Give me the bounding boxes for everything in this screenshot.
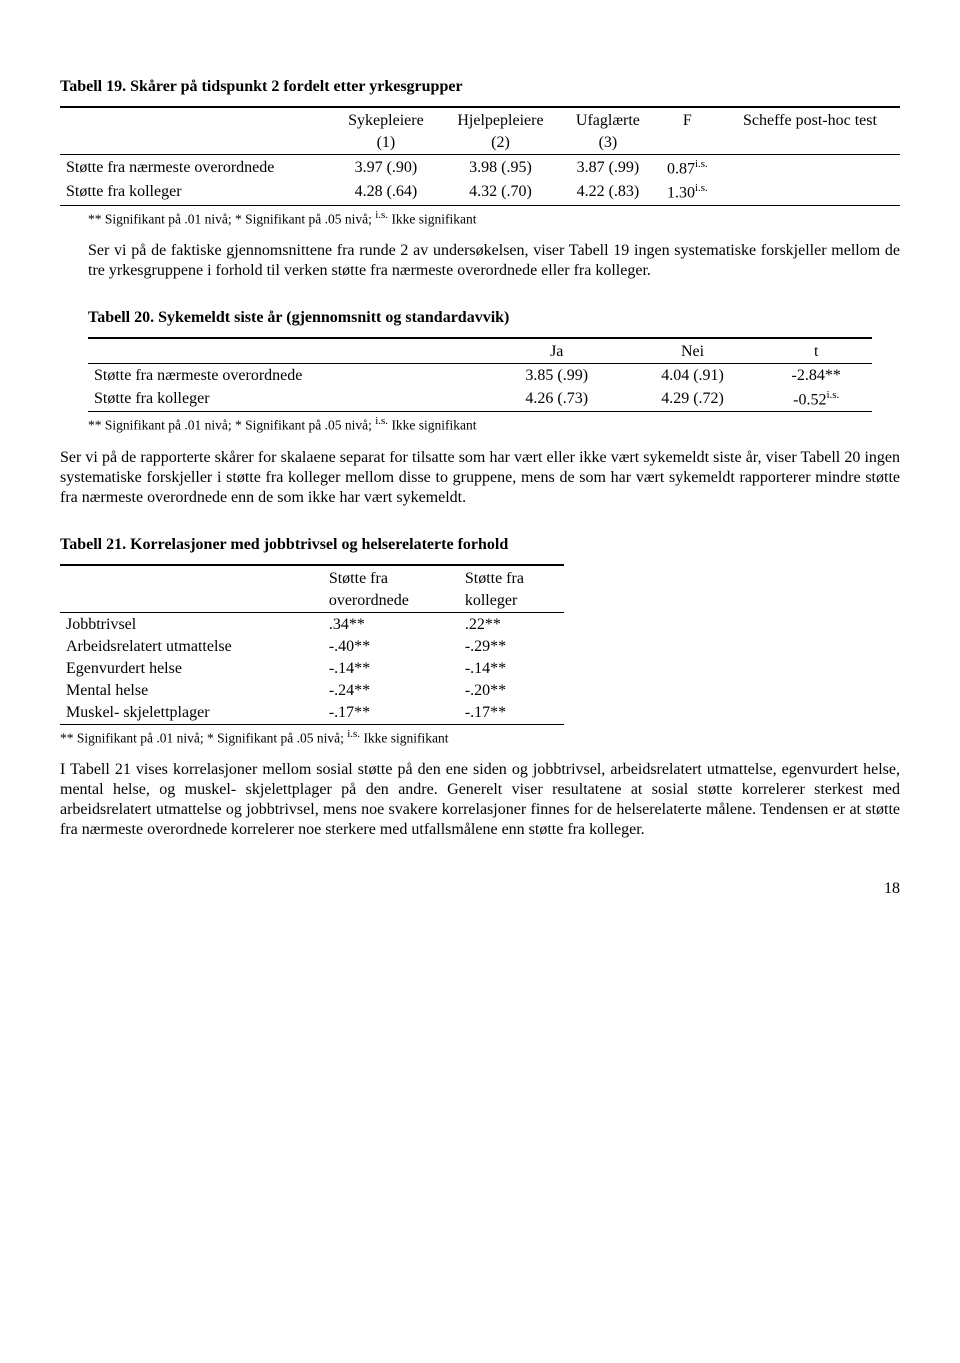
t21-r4-v1: -.17**: [323, 702, 459, 725]
t20-r0-label: Støtte fra nærmeste overordnede: [88, 365, 489, 387]
table19-row: Støtte fra nærmeste overordnede 3.97 (.9…: [60, 156, 900, 180]
table20-header: Ja Nei t: [88, 341, 872, 364]
table21-row: Muskel- skjelettplager -.17** -.17**: [60, 702, 564, 725]
table20-footnote: ** Signifikant på .01 nivå; * Signifikan…: [60, 415, 900, 434]
t19-h-c1: Sykepleiere: [332, 110, 440, 132]
t19-h-c2n: (2): [440, 132, 561, 155]
t19-h-c4: F: [655, 110, 720, 132]
t19-h-c5: Scheffe post-hoc test: [720, 110, 900, 132]
t19-r1-v2: 4.32 (.70): [440, 180, 561, 205]
t21-r2-v1: -.14**: [323, 658, 459, 680]
table19-footnote: ** Signifikant på .01 nivå; * Signifikan…: [60, 209, 900, 228]
t19-r1-label: Støtte fra kolleger: [60, 180, 332, 205]
t21-r3-v1: -.24**: [323, 680, 459, 702]
table19-title: Tabell 19. Skårer på tidspunkt 2 fordelt…: [60, 78, 900, 96]
t19-h-c3: Ufaglærte: [561, 110, 655, 132]
t21-r2-label: Egenvurdert helse: [60, 658, 323, 680]
t21-r0-label: Jobbtrivsel: [60, 614, 323, 636]
t20-r0-v1: 3.85 (.99): [489, 365, 625, 387]
t20-r0-v3: -2.84**: [760, 365, 872, 387]
t20-r0-v2: 4.04 (.91): [625, 365, 761, 387]
t19-h-c1n: (1): [332, 132, 440, 155]
t21-r0-v1: .34**: [323, 614, 459, 636]
table21-row: Egenvurdert helse -.14** -.14**: [60, 658, 564, 680]
t21-h-c1a: Støtte fra: [323, 568, 459, 590]
t19-r1-f: 1.30i.s.: [655, 180, 720, 205]
table21: Støtte fra Støtte fra overordnede kolleg…: [60, 564, 564, 726]
t19-r0-f: 0.87i.s.: [655, 156, 720, 180]
table19-header-row1: Sykepleiere Hjelpepleiere Ufaglærte F Sc…: [60, 110, 900, 132]
table21-title: Tabell 21. Korrelasjoner med jobbtrivsel…: [60, 536, 900, 554]
t21-r4-label: Muskel- skjelettplager: [60, 702, 323, 725]
t19-h-c3n: (3): [561, 132, 655, 155]
table19-header-row2: (1) (2) (3): [60, 132, 900, 155]
table21-row: Mental helse -.24** -.20**: [60, 680, 564, 702]
paragraph-1: Ser vi på de faktiske gjennomsnittene fr…: [60, 241, 900, 281]
table20-title: Tabell 20. Sykemeldt siste år (gjennomsn…: [60, 309, 900, 327]
t20-r1-v2: 4.29 (.72): [625, 387, 761, 412]
table21-header-row2: overordnede kolleger: [60, 590, 564, 613]
t19-r0-v1: 3.97 (.90): [332, 156, 440, 180]
t21-r0-v2: .22**: [459, 614, 564, 636]
t21-r1-label: Arbeidsrelatert utmattelse: [60, 636, 323, 658]
table20-row: Støtte fra kolleger 4.26 (.73) 4.29 (.72…: [88, 387, 872, 412]
table20: Ja Nei t Støtte fra nærmeste overordnede…: [88, 337, 872, 413]
t21-r3-label: Mental helse: [60, 680, 323, 702]
t19-h-c2: Hjelpepleiere: [440, 110, 561, 132]
t19-r0-v3: 3.87 (.99): [561, 156, 655, 180]
t21-h-c2a: Støtte fra: [459, 568, 564, 590]
t19-r1-v3: 4.22 (.83): [561, 180, 655, 205]
table20-row: Støtte fra nærmeste overordnede 3.85 (.9…: [88, 365, 872, 387]
t20-r1-label: Støtte fra kolleger: [88, 387, 489, 412]
t19-r0-v2: 3.98 (.95): [440, 156, 561, 180]
table21-row: Jobbtrivsel .34** .22**: [60, 614, 564, 636]
t20-r1-v3: -0.52i.s.: [760, 387, 872, 412]
t21-h-c1b: overordnede: [323, 590, 459, 613]
table19: Sykepleiere Hjelpepleiere Ufaglærte F Sc…: [60, 106, 900, 207]
t19-r1-v1: 4.28 (.64): [332, 180, 440, 205]
t21-r1-v2: -.29**: [459, 636, 564, 658]
page-number: 18: [60, 880, 900, 898]
t20-h-c1: Ja: [489, 341, 625, 364]
table21-header-row1: Støtte fra Støtte fra: [60, 568, 564, 590]
table21-row: Arbeidsrelatert utmattelse -.40** -.29**: [60, 636, 564, 658]
table19-row: Støtte fra kolleger 4.28 (.64) 4.32 (.70…: [60, 180, 900, 205]
t21-r4-v2: -.17**: [459, 702, 564, 725]
paragraph-2: Ser vi på de rapporterte skårer for skal…: [60, 448, 900, 508]
t21-r1-v1: -.40**: [323, 636, 459, 658]
table21-footnote: ** Signifikant på .01 nivå; * Signifikan…: [60, 728, 900, 747]
t20-h-c3: t: [760, 341, 872, 364]
t20-h-c2: Nei: [625, 341, 761, 364]
paragraph-3: I Tabell 21 vises korrelasjoner mellom s…: [60, 760, 900, 840]
t21-h-c2b: kolleger: [459, 590, 564, 613]
t21-r3-v2: -.20**: [459, 680, 564, 702]
t21-r2-v2: -.14**: [459, 658, 564, 680]
t19-r0-label: Støtte fra nærmeste overordnede: [60, 156, 332, 180]
t20-r1-v1: 4.26 (.73): [489, 387, 625, 412]
